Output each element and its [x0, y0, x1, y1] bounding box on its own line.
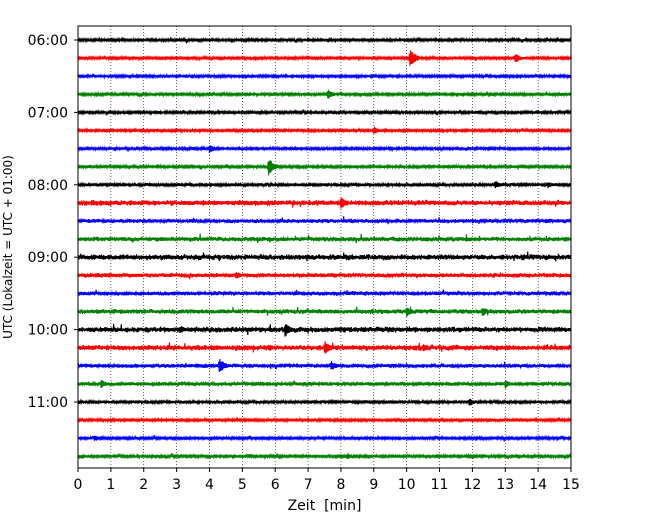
x-tick-label: 11 [431, 477, 449, 493]
trace-0945 [77, 306, 572, 317]
trace-0615 [77, 50, 572, 66]
x-tick-label: 9 [369, 477, 378, 493]
trace-0600 [77, 36, 572, 44]
trace-group [77, 36, 572, 461]
trace-0930 [77, 289, 572, 297]
x-tick-label: 5 [238, 477, 247, 493]
x-tick-label: 8 [336, 477, 345, 493]
x-tick-label: 0 [74, 477, 83, 493]
y-tick-label: 11:00 [28, 395, 68, 411]
x-tick-label: 12 [463, 477, 481, 493]
trace-1000 [77, 323, 572, 337]
y-tick-label: 06:00 [28, 33, 68, 49]
x-tick-label: 13 [496, 477, 514, 493]
trace-1015 [77, 341, 572, 354]
x-axis-label: Zeit [min] [288, 498, 362, 514]
x-tick-label: 1 [106, 477, 115, 493]
trace-0700 [77, 108, 572, 116]
x-tick-label: 7 [304, 477, 313, 493]
x-tick-label: 3 [172, 477, 181, 493]
trace-0915 [77, 271, 572, 280]
trace-0900 [77, 251, 572, 262]
y-tick-label: 09:00 [28, 250, 68, 266]
plot-frame [77, 25, 572, 469]
y-tick-label: 07:00 [28, 105, 68, 121]
x-tick-label: 10 [398, 477, 416, 493]
trace-1130 [77, 434, 572, 442]
trace-1045 [77, 380, 572, 389]
trace-1030 [77, 358, 572, 373]
trace-0745 [77, 159, 572, 176]
trace-0715 [77, 126, 572, 135]
x-tick-label: 2 [139, 477, 148, 493]
y-tick-label: 10:00 [28, 323, 68, 339]
x-tick-label: 4 [205, 477, 214, 493]
y-tick-label: 08:00 [28, 178, 68, 194]
trace-1115 [77, 416, 572, 424]
y-axis-label: UTC (Lokalzeit = UTC + 01:00) [1, 155, 15, 339]
trace-0645 [77, 89, 572, 99]
x-tick-label: 6 [271, 477, 280, 493]
y-axis: 06:00 07:00 08:00 09:00 10:00 11:00 [28, 33, 78, 411]
trace-0630 [77, 72, 572, 80]
trace-0730 [77, 144, 572, 153]
x-tick-label: 14 [529, 477, 547, 493]
trace-0800 [77, 180, 572, 189]
trace-0830 [77, 216, 572, 225]
trace-1100 [77, 398, 572, 406]
trace-0845 [77, 233, 572, 244]
trace-1145 [77, 452, 572, 461]
x-tick-label: 15 [562, 477, 580, 493]
x-axis: 0 1 2 3 4 5 6 7 8 9 10 11 12 13 14 15 [74, 468, 580, 493]
trace-0815 [77, 197, 572, 209]
